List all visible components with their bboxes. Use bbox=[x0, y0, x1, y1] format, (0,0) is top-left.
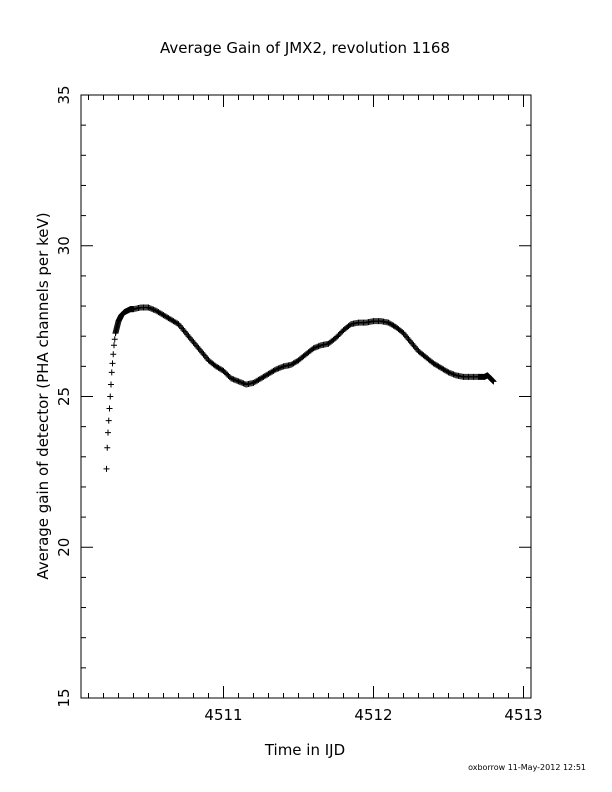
data-point bbox=[111, 342, 117, 349]
data-point bbox=[107, 393, 114, 400]
x-tick-label: 4512 bbox=[354, 706, 392, 724]
y-tick-label: 15 bbox=[55, 688, 73, 707]
data-point bbox=[111, 336, 118, 343]
data-point bbox=[110, 351, 117, 358]
y-tick-label: 25 bbox=[55, 387, 73, 406]
data-point bbox=[490, 378, 497, 385]
y-axis-label: Average gain of detector (PHA channels p… bbox=[34, 212, 52, 579]
data-point bbox=[109, 360, 116, 367]
y-tick-label: 30 bbox=[55, 236, 73, 255]
chart-title: Average Gain of JMX2, revolution 1168 bbox=[160, 39, 450, 57]
y-tick-label: 35 bbox=[55, 85, 73, 104]
data-point bbox=[105, 417, 112, 424]
data-series bbox=[103, 304, 497, 472]
data-point bbox=[104, 444, 111, 451]
plot-frame bbox=[80, 94, 532, 699]
tick-marks bbox=[81, 94, 531, 699]
y-tick-labels: 15 20 25 30 35 bbox=[55, 85, 73, 707]
x-axis-label: Time in IJD bbox=[264, 741, 345, 759]
x-tick-labels: 4511 4512 4513 bbox=[204, 706, 542, 724]
x-tick-label: 4513 bbox=[504, 706, 542, 724]
data-point bbox=[103, 465, 110, 472]
data-point bbox=[108, 381, 114, 388]
x-tick-label: 4511 bbox=[204, 706, 242, 724]
footer-note: oxborrow 11-May-2012 12:51 bbox=[468, 763, 586, 772]
data-point bbox=[108, 369, 115, 376]
data-point bbox=[105, 429, 111, 436]
data-point bbox=[106, 405, 113, 412]
y-tick-label: 20 bbox=[55, 538, 73, 557]
